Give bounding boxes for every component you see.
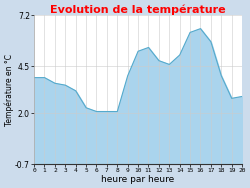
X-axis label: heure par heure: heure par heure	[102, 175, 175, 184]
Y-axis label: Température en °C: Température en °C	[4, 54, 14, 126]
Title: Evolution de la température: Evolution de la température	[50, 4, 226, 15]
